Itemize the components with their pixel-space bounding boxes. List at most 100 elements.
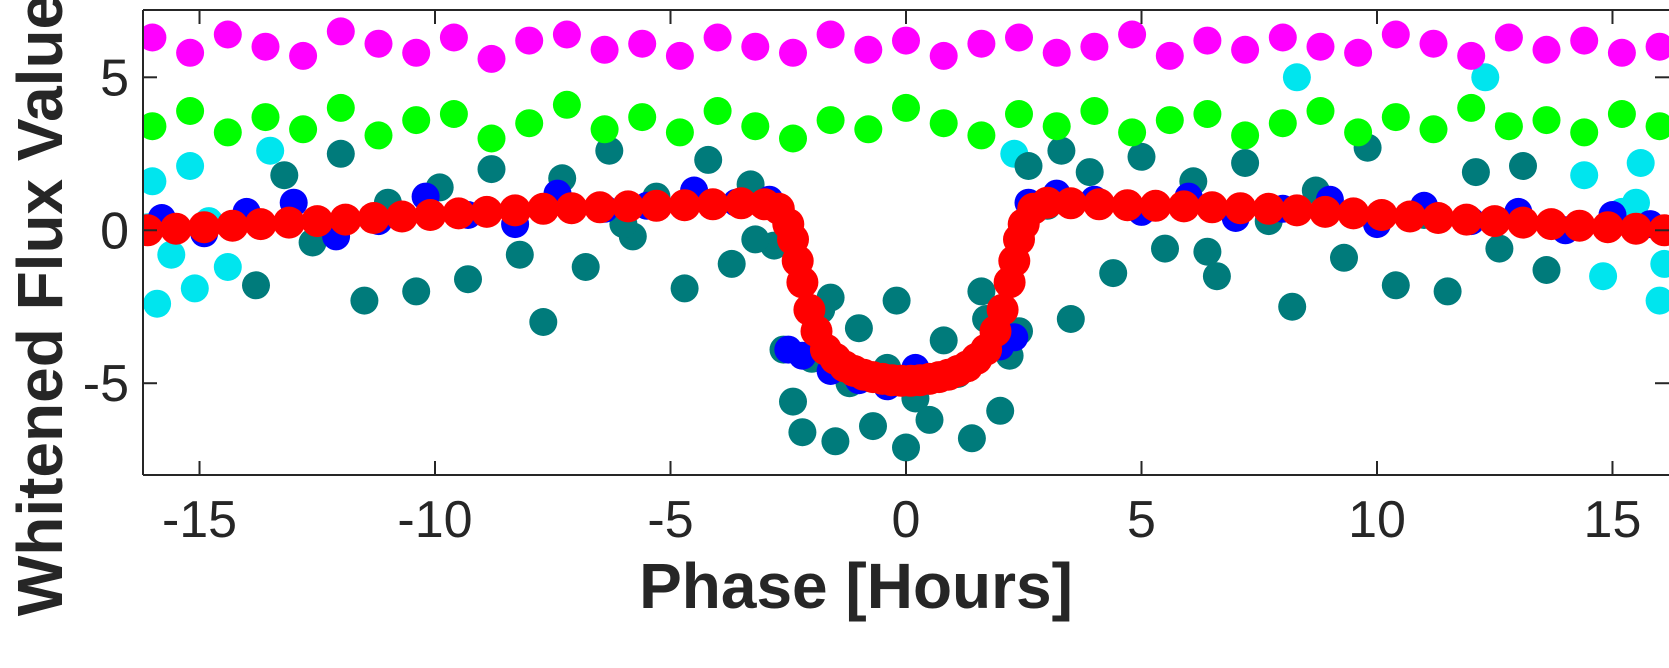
data-point [270,161,299,190]
data-point [1645,286,1669,315]
data-point [1422,202,1455,234]
data-point [859,412,887,441]
data-point [143,23,167,52]
data-point [216,209,249,242]
data-point [816,20,845,49]
data-point [640,189,673,222]
data-point [357,202,390,234]
data-point [402,277,431,306]
data-point [1532,35,1561,64]
data-point [364,29,393,58]
data-point [1457,93,1486,122]
series-4 [143,17,1669,73]
data-point [1118,20,1147,49]
data-point [1394,200,1426,233]
data-point [1231,121,1260,150]
data-point [1532,106,1561,135]
data-point [442,197,475,230]
data-point [1111,189,1144,222]
data-point [180,274,209,303]
data-point [725,187,758,220]
data-point [1535,208,1568,241]
data-point [741,32,770,61]
data-point [1450,203,1483,236]
data-point [779,38,807,67]
data-point [1056,305,1085,333]
data-point [741,225,770,254]
data-point [854,35,883,64]
data-point [1014,152,1043,180]
y-tick-label: 5 [100,49,129,107]
data-point [668,189,701,222]
data-point [696,188,729,221]
data-point [527,192,560,225]
data-point [1419,115,1448,144]
data-point [1202,262,1231,291]
data-point [251,103,280,132]
data-point [967,29,996,58]
data-point [628,103,657,132]
data-point [1344,118,1373,147]
data-point [1563,209,1596,242]
series-0 [143,63,1669,318]
data-point [176,152,205,180]
data-point [915,405,944,434]
data-point [929,326,958,355]
data-point [929,109,958,138]
data-point [854,115,883,144]
data-point [779,124,807,153]
data-point [1193,237,1222,266]
data-point [1155,41,1184,70]
data-point [1075,158,1104,187]
data-point [273,206,305,239]
data-point [1042,38,1071,67]
data-point [595,136,624,165]
data-point [612,190,645,223]
data-point [1532,256,1561,284]
x-tick-label: 10 [1348,491,1406,549]
data-point [251,32,280,61]
data-point [1591,211,1624,244]
data-point [1080,32,1109,61]
data-point [1337,197,1370,230]
data-point [1381,20,1410,49]
data-point [1650,249,1669,278]
data-point [1280,194,1313,227]
data-point [326,17,355,46]
data-point [1080,97,1109,125]
data-point [515,26,544,55]
data-point [289,41,318,70]
data-point [590,35,619,64]
data-point [788,418,817,447]
data-point [470,195,503,228]
data-point [665,41,694,70]
data-point [244,208,277,241]
data-point [1005,100,1033,128]
data-point [1151,234,1179,263]
data-point [364,121,393,150]
data-point [505,240,534,269]
data-point [143,289,172,318]
data-point [590,115,619,144]
data-point [143,167,167,196]
data-point [1620,212,1652,245]
data-point [329,203,362,236]
data-point [1381,271,1410,300]
data-point [157,240,186,269]
data-point [1167,190,1200,223]
data-point [986,293,1019,326]
plot-area [143,17,1669,462]
data-point [665,118,694,147]
data-point [213,253,242,281]
data-point [439,100,468,128]
data-point [1494,23,1523,52]
data-point [1365,199,1398,231]
data-point [350,286,379,315]
data-point [929,41,958,70]
data-point [1193,100,1222,128]
data-point [1268,109,1297,138]
data-point [816,106,845,135]
data-point [1419,29,1448,58]
data-point [1306,32,1335,61]
